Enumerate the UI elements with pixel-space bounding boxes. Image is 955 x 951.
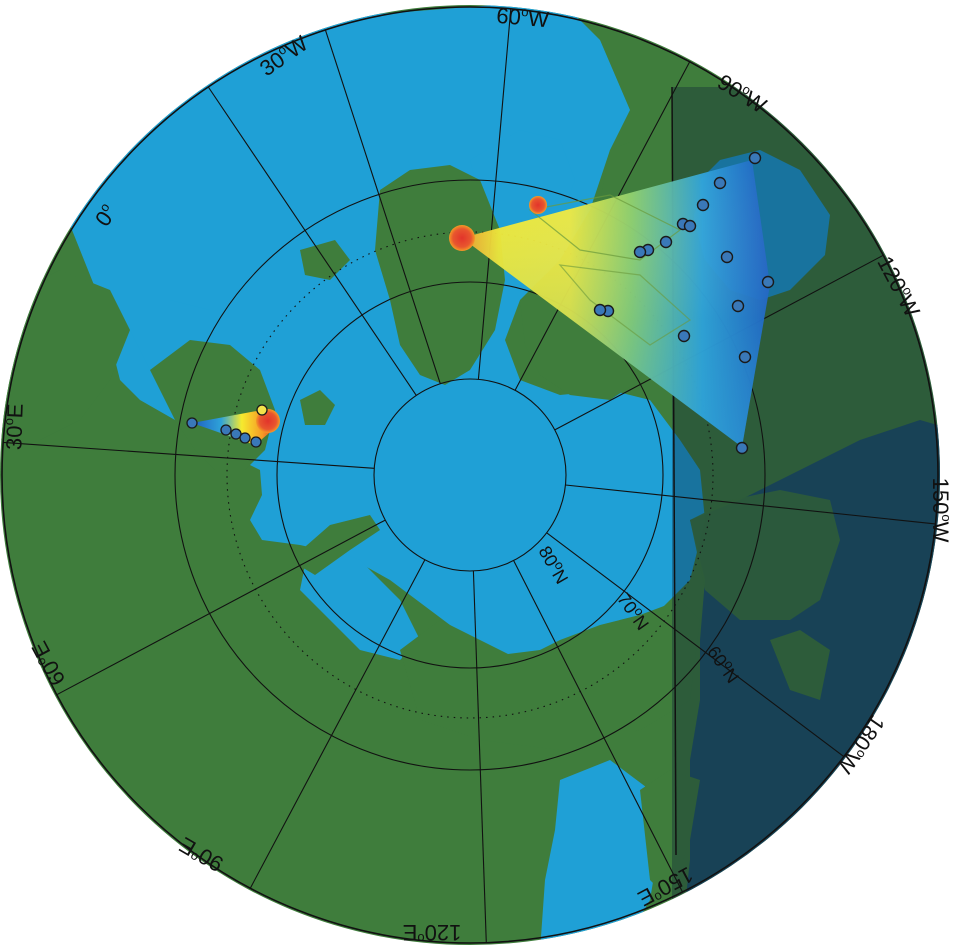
station-marker [720, 250, 734, 264]
station-marker [761, 275, 775, 289]
station-marker [239, 432, 251, 444]
meridian-line [513, 560, 683, 893]
station-marker [230, 428, 242, 440]
station-marker [677, 329, 691, 343]
meridian-line [324, 29, 441, 384]
east-fan [192, 410, 275, 445]
west-fan [462, 160, 770, 447]
station-marker [738, 350, 752, 364]
longitude-label: 120oE [403, 920, 462, 946]
meridian-line [249, 559, 426, 889]
land-greenland [375, 165, 505, 385]
meridian-line [477, 8, 512, 380]
longitude-label: 60oW [495, 2, 550, 32]
station-marker [713, 176, 727, 190]
station-marker [731, 299, 745, 313]
meridian-line [472, 570, 487, 943]
station-marker [250, 436, 262, 448]
west-source-secondary [529, 196, 547, 214]
ocean-north-pacific [540, 760, 660, 945]
station-marker [633, 245, 647, 259]
station-marker [748, 151, 762, 165]
lat-circle-70 [276, 281, 664, 669]
longitude-label: 150oW [928, 478, 954, 543]
meridian-line [546, 532, 845, 758]
station-marker [696, 198, 710, 212]
ocean-kara [300, 540, 420, 660]
land-canadian-archipelago [520, 280, 640, 400]
land-aleutians [770, 630, 830, 700]
lat-circle-80 [373, 378, 567, 572]
station-marker [735, 441, 749, 455]
meridians [3, 8, 936, 943]
stations [186, 151, 775, 455]
station-marker [593, 303, 607, 317]
meridian-line [56, 519, 386, 696]
map-border [1, 6, 939, 944]
station-marker [186, 417, 198, 429]
west-source-main [449, 225, 475, 251]
meridian-line [565, 484, 936, 525]
latitude-label: 60oN [703, 641, 745, 687]
meridian-line [3, 441, 375, 469]
station-marker [659, 235, 673, 249]
land-alaska [690, 490, 840, 620]
station-marker [683, 219, 697, 233]
station-marker [220, 424, 232, 436]
land-svalbard [300, 390, 335, 425]
land-novaya-zemlya [290, 515, 380, 575]
meridian-line [207, 86, 417, 396]
land-europe-west [0, 270, 130, 440]
land-siberia-coast [400, 600, 700, 750]
land-kamchatka [640, 770, 700, 900]
longitude-label: 30oE [0, 403, 28, 450]
station-marker [256, 404, 268, 416]
lat-circle-60 [174, 179, 766, 771]
